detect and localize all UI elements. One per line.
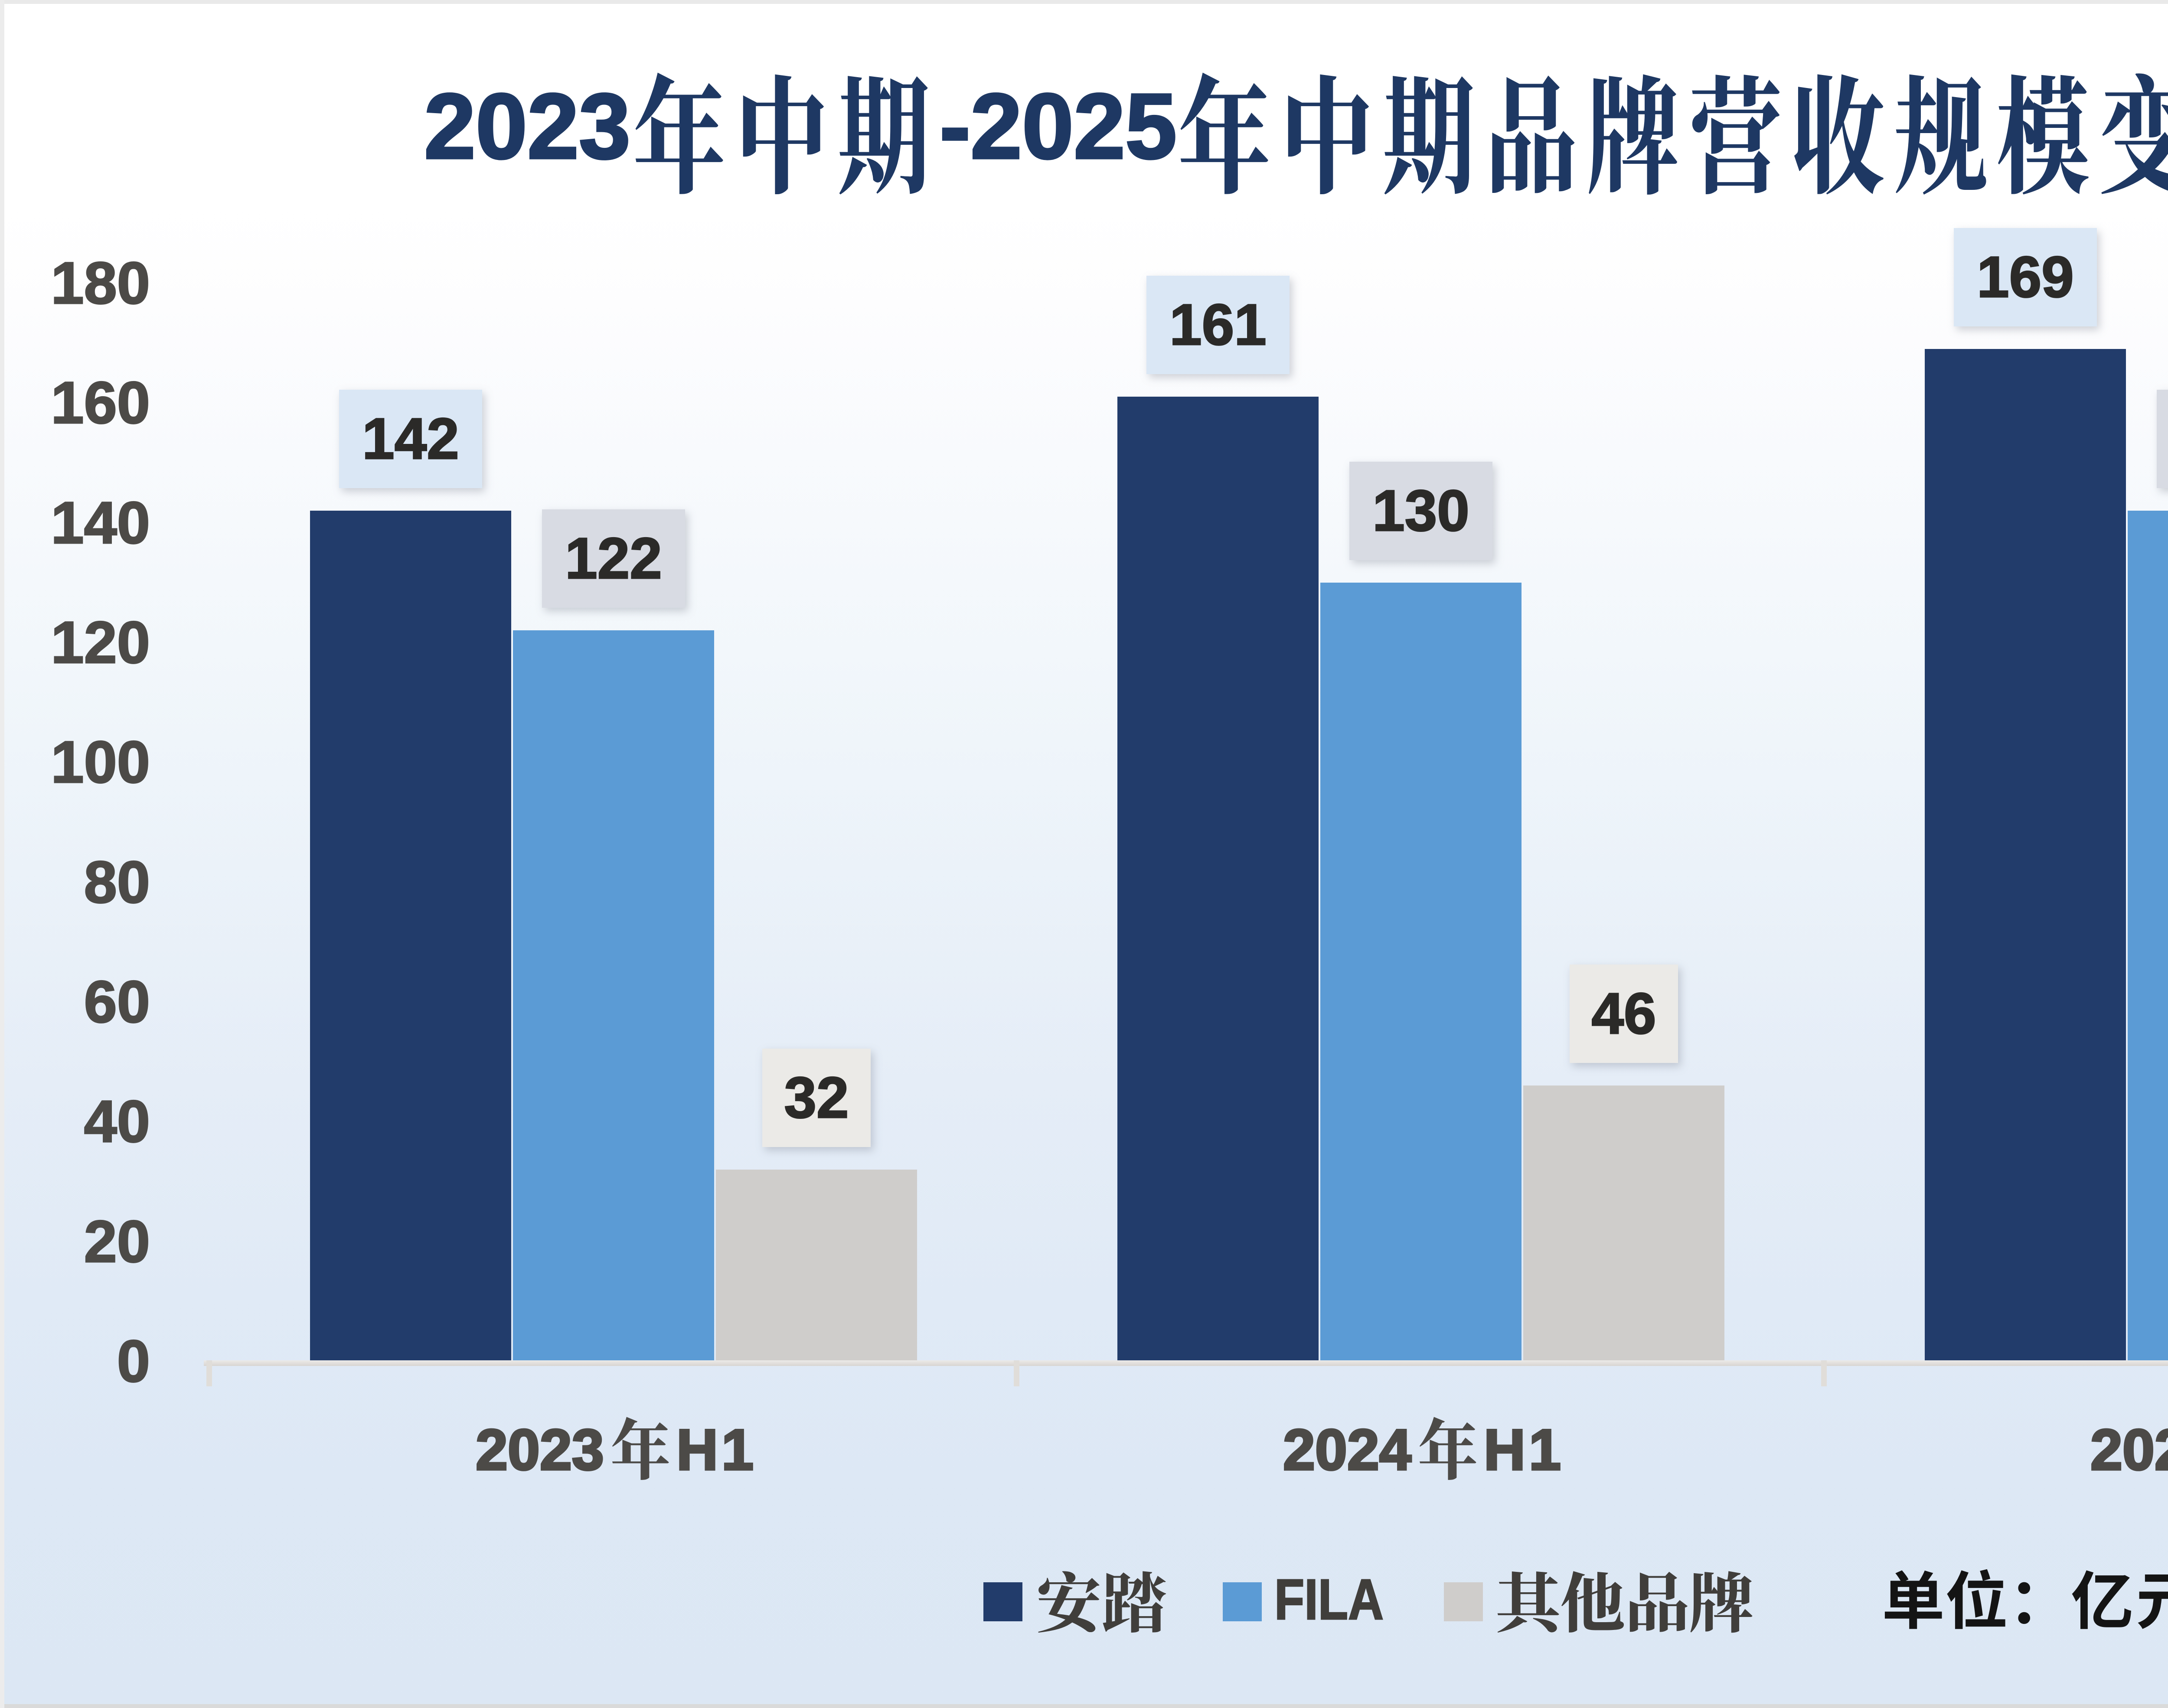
svg-text:2023: 2023: [476, 1418, 604, 1482]
svg-text:FILA: FILA: [1274, 1568, 1384, 1631]
svg-text:-: -: [940, 75, 970, 178]
svg-text:2025: 2025: [2090, 1418, 2168, 1482]
svg-text:2025: 2025: [970, 75, 1177, 178]
svg-text:2023: 2023: [424, 75, 630, 178]
svg-text:H1: H1: [1484, 1418, 1564, 1482]
svg-text:2024: 2024: [1283, 1418, 1411, 1482]
svg-text:H1: H1: [676, 1418, 757, 1482]
